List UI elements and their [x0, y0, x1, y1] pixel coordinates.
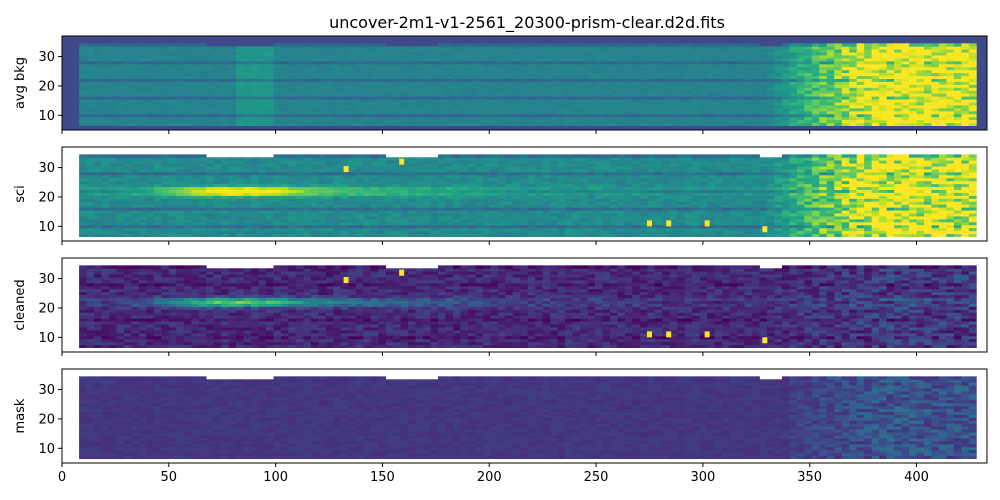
heatmap-mask: [79, 376, 977, 459]
ylabel-mask: mask: [13, 398, 28, 433]
x-tick-label: 50: [161, 470, 178, 485]
y-tick-label: 20: [38, 190, 55, 205]
hot-pixel: [646, 331, 652, 338]
panel-mask: 10 20 30 mask: [13, 368, 988, 464]
x-tick-label: 300: [690, 470, 715, 485]
x-axis-ticks: 0 50 100 150 200 250 300 350 400: [58, 130, 929, 485]
y-tick-label: 20: [38, 79, 55, 94]
x-tick-label: 250: [584, 470, 609, 485]
y-tick-label: 20: [38, 412, 55, 427]
panel-cleaned: 10 20 30 cleaned: [13, 257, 988, 353]
ylabel-sci: sci: [13, 185, 28, 203]
x-tick-label: 100: [263, 470, 288, 485]
x-tick-label: 350: [797, 470, 822, 485]
panel-avg-bkg-frame: [61, 35, 988, 131]
panel-sci-frame: [61, 146, 988, 242]
x-tick-label: 400: [904, 470, 929, 485]
hot-pixel: [762, 337, 768, 344]
hot-pixel: [646, 220, 652, 227]
panel-avg-bkg: 10 20 30 avg bkg: [13, 35, 988, 131]
hot-pixel: [666, 220, 672, 227]
ylabel-avg-bkg: avg bkg: [13, 57, 28, 109]
panel-mask-frame: [61, 368, 988, 464]
y-axis-ticks-cleaned: 10 20 30: [38, 272, 62, 346]
y-axis-ticks-mask: 10 20 30: [38, 383, 62, 457]
hot-pixel: [343, 166, 349, 173]
ylabel-cleaned: cleaned: [13, 279, 28, 330]
heatmap-cleaned: [79, 265, 977, 348]
hot-pixel: [704, 220, 710, 227]
chart-title: uncover-2m1-v1-2561_20300-prism-clear.d2…: [329, 13, 725, 33]
y-tick-label: 30: [38, 161, 55, 176]
y-tick-label: 20: [38, 301, 55, 316]
hot-pixel: [399, 269, 405, 276]
heatmap-sci: [79, 154, 977, 237]
y-axis-ticks-sci: 10 20 30: [38, 161, 62, 235]
x-tick-label: 0: [58, 470, 66, 485]
y-tick-label: 10: [38, 220, 55, 235]
hot-pixel: [762, 226, 768, 233]
y-tick-label: 10: [38, 331, 55, 346]
hot-pixel: [343, 277, 349, 284]
hot-pixel: [399, 158, 405, 165]
y-tick-label: 30: [38, 50, 55, 65]
y-axis-ticks-avg_bkg: 10 20 30: [38, 50, 62, 124]
y-tick-label: 30: [38, 383, 55, 398]
hot-pixel: [666, 331, 672, 338]
panel-sci: 10 20 30 sci: [13, 146, 988, 242]
panel-cleaned-frame: [61, 257, 988, 353]
x-tick-label: 150: [370, 470, 395, 485]
heatmap-avg_bkg: [79, 43, 977, 126]
x-tick-label: 200: [477, 470, 502, 485]
y-tick-label: 10: [38, 442, 55, 457]
hot-pixel: [704, 331, 710, 338]
y-tick-label: 30: [38, 272, 55, 287]
y-tick-label: 10: [38, 109, 55, 124]
